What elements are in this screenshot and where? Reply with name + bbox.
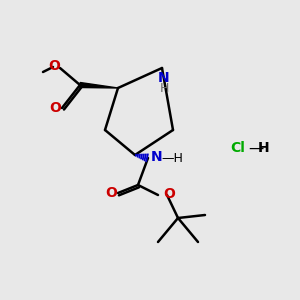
Text: O: O [48,59,60,73]
Text: N: N [158,71,170,85]
Text: O: O [49,101,61,115]
Text: H: H [258,141,270,155]
Polygon shape [80,82,118,88]
Text: —: — [248,140,263,155]
Text: —H: —H [161,152,183,166]
Text: Cl: Cl [230,141,245,155]
Text: H: H [159,82,169,95]
Text: O: O [163,187,175,201]
Text: N: N [151,150,163,164]
Text: O: O [105,186,117,200]
